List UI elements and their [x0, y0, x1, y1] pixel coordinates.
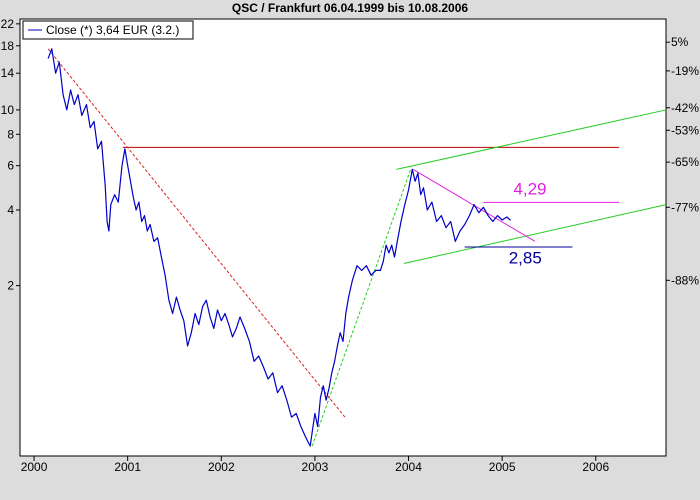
right-tick-label: -77%: [671, 200, 699, 214]
channel-upper-line: [396, 109, 667, 170]
uptrend-steep-line: [311, 167, 412, 447]
legend-label: Close (*) 3,64 EUR (3.2.): [46, 23, 179, 37]
channel-lower-line: [403, 204, 667, 264]
left-tick-label: 6: [7, 159, 14, 173]
annotation-2-85: 2,85: [509, 248, 542, 267]
right-tick-label: -19%: [671, 64, 699, 78]
chart-title: QSC / Frankfurt 06.04.1999 bis 10.08.200…: [232, 1, 468, 15]
plot-area: [19, 18, 667, 457]
left-tick-label: 14: [1, 66, 15, 80]
x-tick-label: 2001: [114, 460, 141, 474]
x-tick-label: 2006: [582, 460, 609, 474]
left-tick-label: 18: [1, 39, 15, 53]
x-tick-label: 2004: [395, 460, 422, 474]
x-tick-label: 2000: [21, 460, 48, 474]
left-tick-label: 2: [7, 279, 14, 293]
price-series-line: [47, 48, 511, 447]
right-tick-label: -53%: [671, 123, 699, 137]
annotation-4-29: 4,29: [513, 180, 546, 199]
left-tick-label: 22: [1, 17, 15, 31]
right-tick-label: 5%: [671, 35, 689, 49]
right-tick-label: -88%: [671, 273, 699, 287]
downtrend-line: [47, 48, 346, 418]
x-tick-label: 2003: [302, 460, 329, 474]
left-tick-label: 4: [7, 203, 14, 217]
annotations: 4,29 2,85: [509, 180, 547, 268]
x-tick-label: 2005: [489, 460, 516, 474]
legend-box: [22, 20, 194, 40]
legend: Close (*) 3,64 EUR (3.2.): [22, 20, 194, 40]
x-tick-label: 2002: [208, 460, 235, 474]
axes: 22 18 14 10 8 6 4 2 5% -19% -42% -53% -65% -77% -88% 20…: [1, 17, 700, 474]
left-tick-label: 10: [1, 103, 15, 117]
price-series: [47, 48, 511, 447]
left-tick-label: 8: [7, 127, 14, 141]
right-tick-label: -65%: [671, 155, 699, 169]
right-tick-label: -42%: [671, 101, 699, 115]
